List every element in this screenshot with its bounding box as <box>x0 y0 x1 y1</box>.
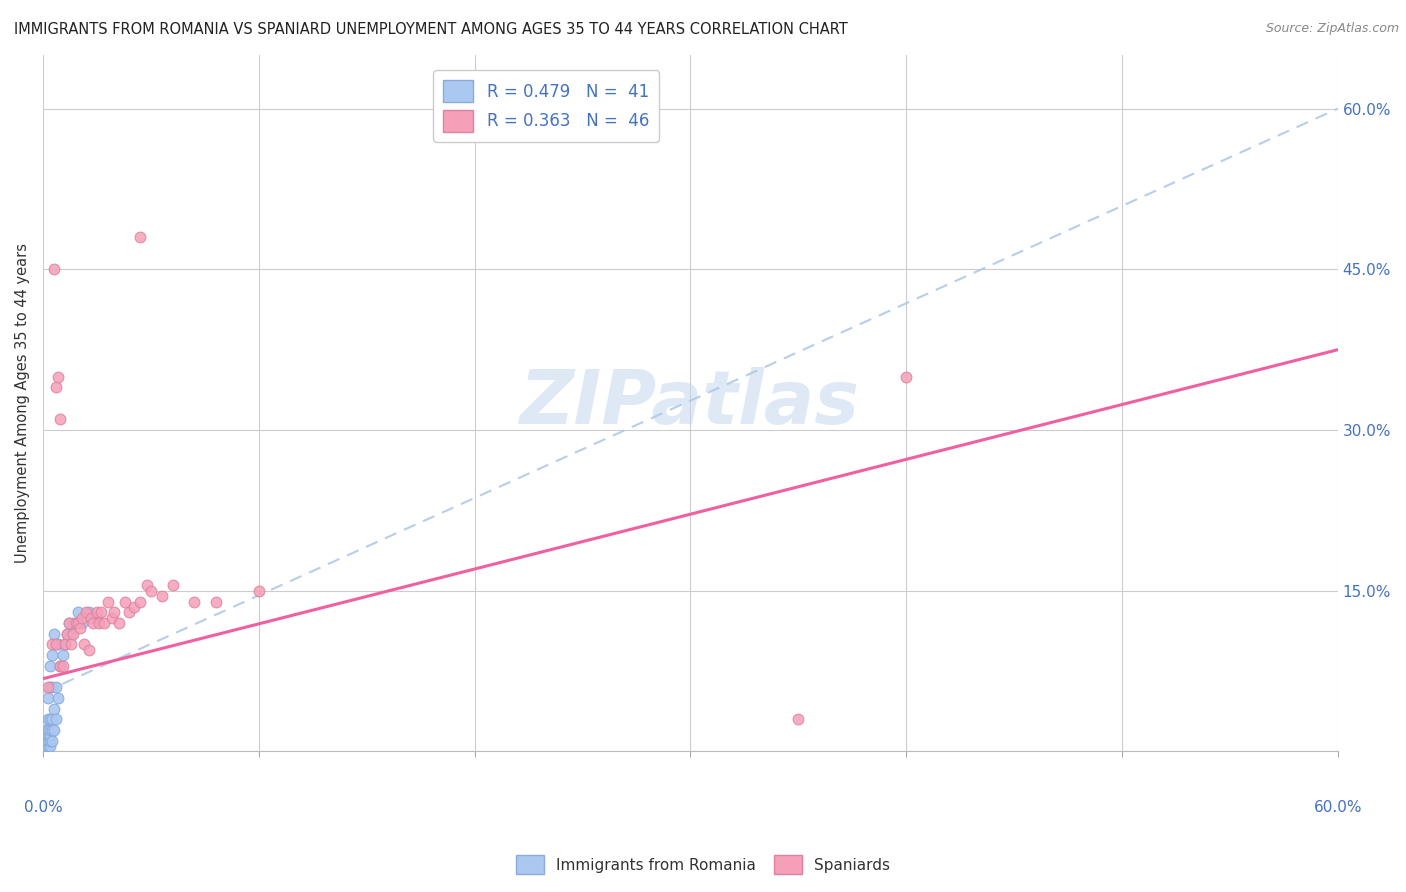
Text: Source: ZipAtlas.com: Source: ZipAtlas.com <box>1265 22 1399 36</box>
Point <box>45 712 67 726</box>
Point <box>60 626 83 640</box>
Point <box>41 680 63 694</box>
Point <box>38 723 60 737</box>
Point <box>42 701 65 715</box>
Point <box>73 637 96 651</box>
Point <box>49 658 72 673</box>
Point <box>150 589 173 603</box>
Point <box>37 733 59 747</box>
Point <box>45 637 67 651</box>
Point <box>53 637 76 651</box>
Legend: Immigrants from Romania, Spaniards: Immigrants from Romania, Spaniards <box>510 849 896 880</box>
Point <box>82 615 104 630</box>
Point <box>41 648 63 662</box>
Point <box>75 605 97 619</box>
Point <box>53 637 76 651</box>
Point <box>97 594 120 608</box>
Point <box>79 610 101 624</box>
Text: 60.0%: 60.0% <box>1313 800 1362 815</box>
Point <box>38 680 60 694</box>
Point <box>93 615 115 630</box>
Point <box>38 658 60 673</box>
Point <box>45 637 67 651</box>
Point <box>77 605 100 619</box>
Legend: R = 0.479   N =  41, R = 0.363   N =  46: R = 0.479 N = 41, R = 0.363 N = 46 <box>433 70 659 142</box>
Point <box>86 605 108 619</box>
Point <box>107 615 129 630</box>
Point <box>34 733 56 747</box>
Point <box>52 658 75 673</box>
Point <box>42 723 65 737</box>
Point <box>58 615 80 630</box>
Point <box>45 380 67 394</box>
Point <box>42 626 65 640</box>
Point <box>38 733 60 747</box>
Point <box>90 605 112 619</box>
Point <box>56 626 79 640</box>
Point <box>70 615 93 630</box>
Point <box>49 658 72 673</box>
Point <box>162 578 184 592</box>
Point <box>45 680 67 694</box>
Point <box>62 626 84 640</box>
Point <box>37 712 59 726</box>
Point <box>49 412 72 426</box>
Point <box>129 594 152 608</box>
Point <box>34 739 56 753</box>
Point <box>38 16 60 30</box>
Point <box>70 610 93 624</box>
Point <box>77 642 100 657</box>
Point <box>62 615 84 630</box>
Point <box>46 637 69 651</box>
Point <box>46 690 69 705</box>
Point <box>37 680 59 694</box>
Text: 0.0%: 0.0% <box>24 800 63 815</box>
Point <box>183 594 205 608</box>
Point <box>52 648 75 662</box>
Point <box>42 262 65 277</box>
Point <box>41 637 63 651</box>
Point <box>41 723 63 737</box>
Point <box>38 739 60 753</box>
Point <box>89 615 111 630</box>
Point <box>122 599 145 614</box>
Point <box>114 594 136 608</box>
Point <box>37 728 59 742</box>
Point <box>118 605 141 619</box>
Point <box>247 583 270 598</box>
Point <box>37 739 59 753</box>
Point <box>135 578 157 592</box>
Point <box>86 610 108 624</box>
Point <box>37 723 59 737</box>
Point <box>101 610 124 624</box>
Point <box>37 690 59 705</box>
Point <box>129 230 152 244</box>
Point <box>787 712 810 726</box>
Y-axis label: Unemployment Among Ages 35 to 44 years: Unemployment Among Ages 35 to 44 years <box>15 244 30 564</box>
Point <box>103 605 125 619</box>
Text: IMMIGRANTS FROM ROMANIA VS SPANIARD UNEMPLOYMENT AMONG AGES 35 TO 44 YEARS CORRE: IMMIGRANTS FROM ROMANIA VS SPANIARD UNEM… <box>14 22 848 37</box>
Point <box>66 615 89 630</box>
Point <box>46 369 69 384</box>
Point <box>139 583 162 598</box>
Point <box>34 728 56 742</box>
Point <box>58 615 80 630</box>
Point <box>38 728 60 742</box>
Point <box>41 712 63 726</box>
Point <box>41 733 63 747</box>
Point <box>65 615 87 630</box>
Point <box>69 621 91 635</box>
Point <box>56 626 79 640</box>
Point <box>60 637 83 651</box>
Point <box>38 712 60 726</box>
Point <box>894 369 917 384</box>
Point <box>34 723 56 737</box>
Point <box>204 594 226 608</box>
Point <box>66 605 89 619</box>
Text: ZIPatlas: ZIPatlas <box>520 367 860 440</box>
